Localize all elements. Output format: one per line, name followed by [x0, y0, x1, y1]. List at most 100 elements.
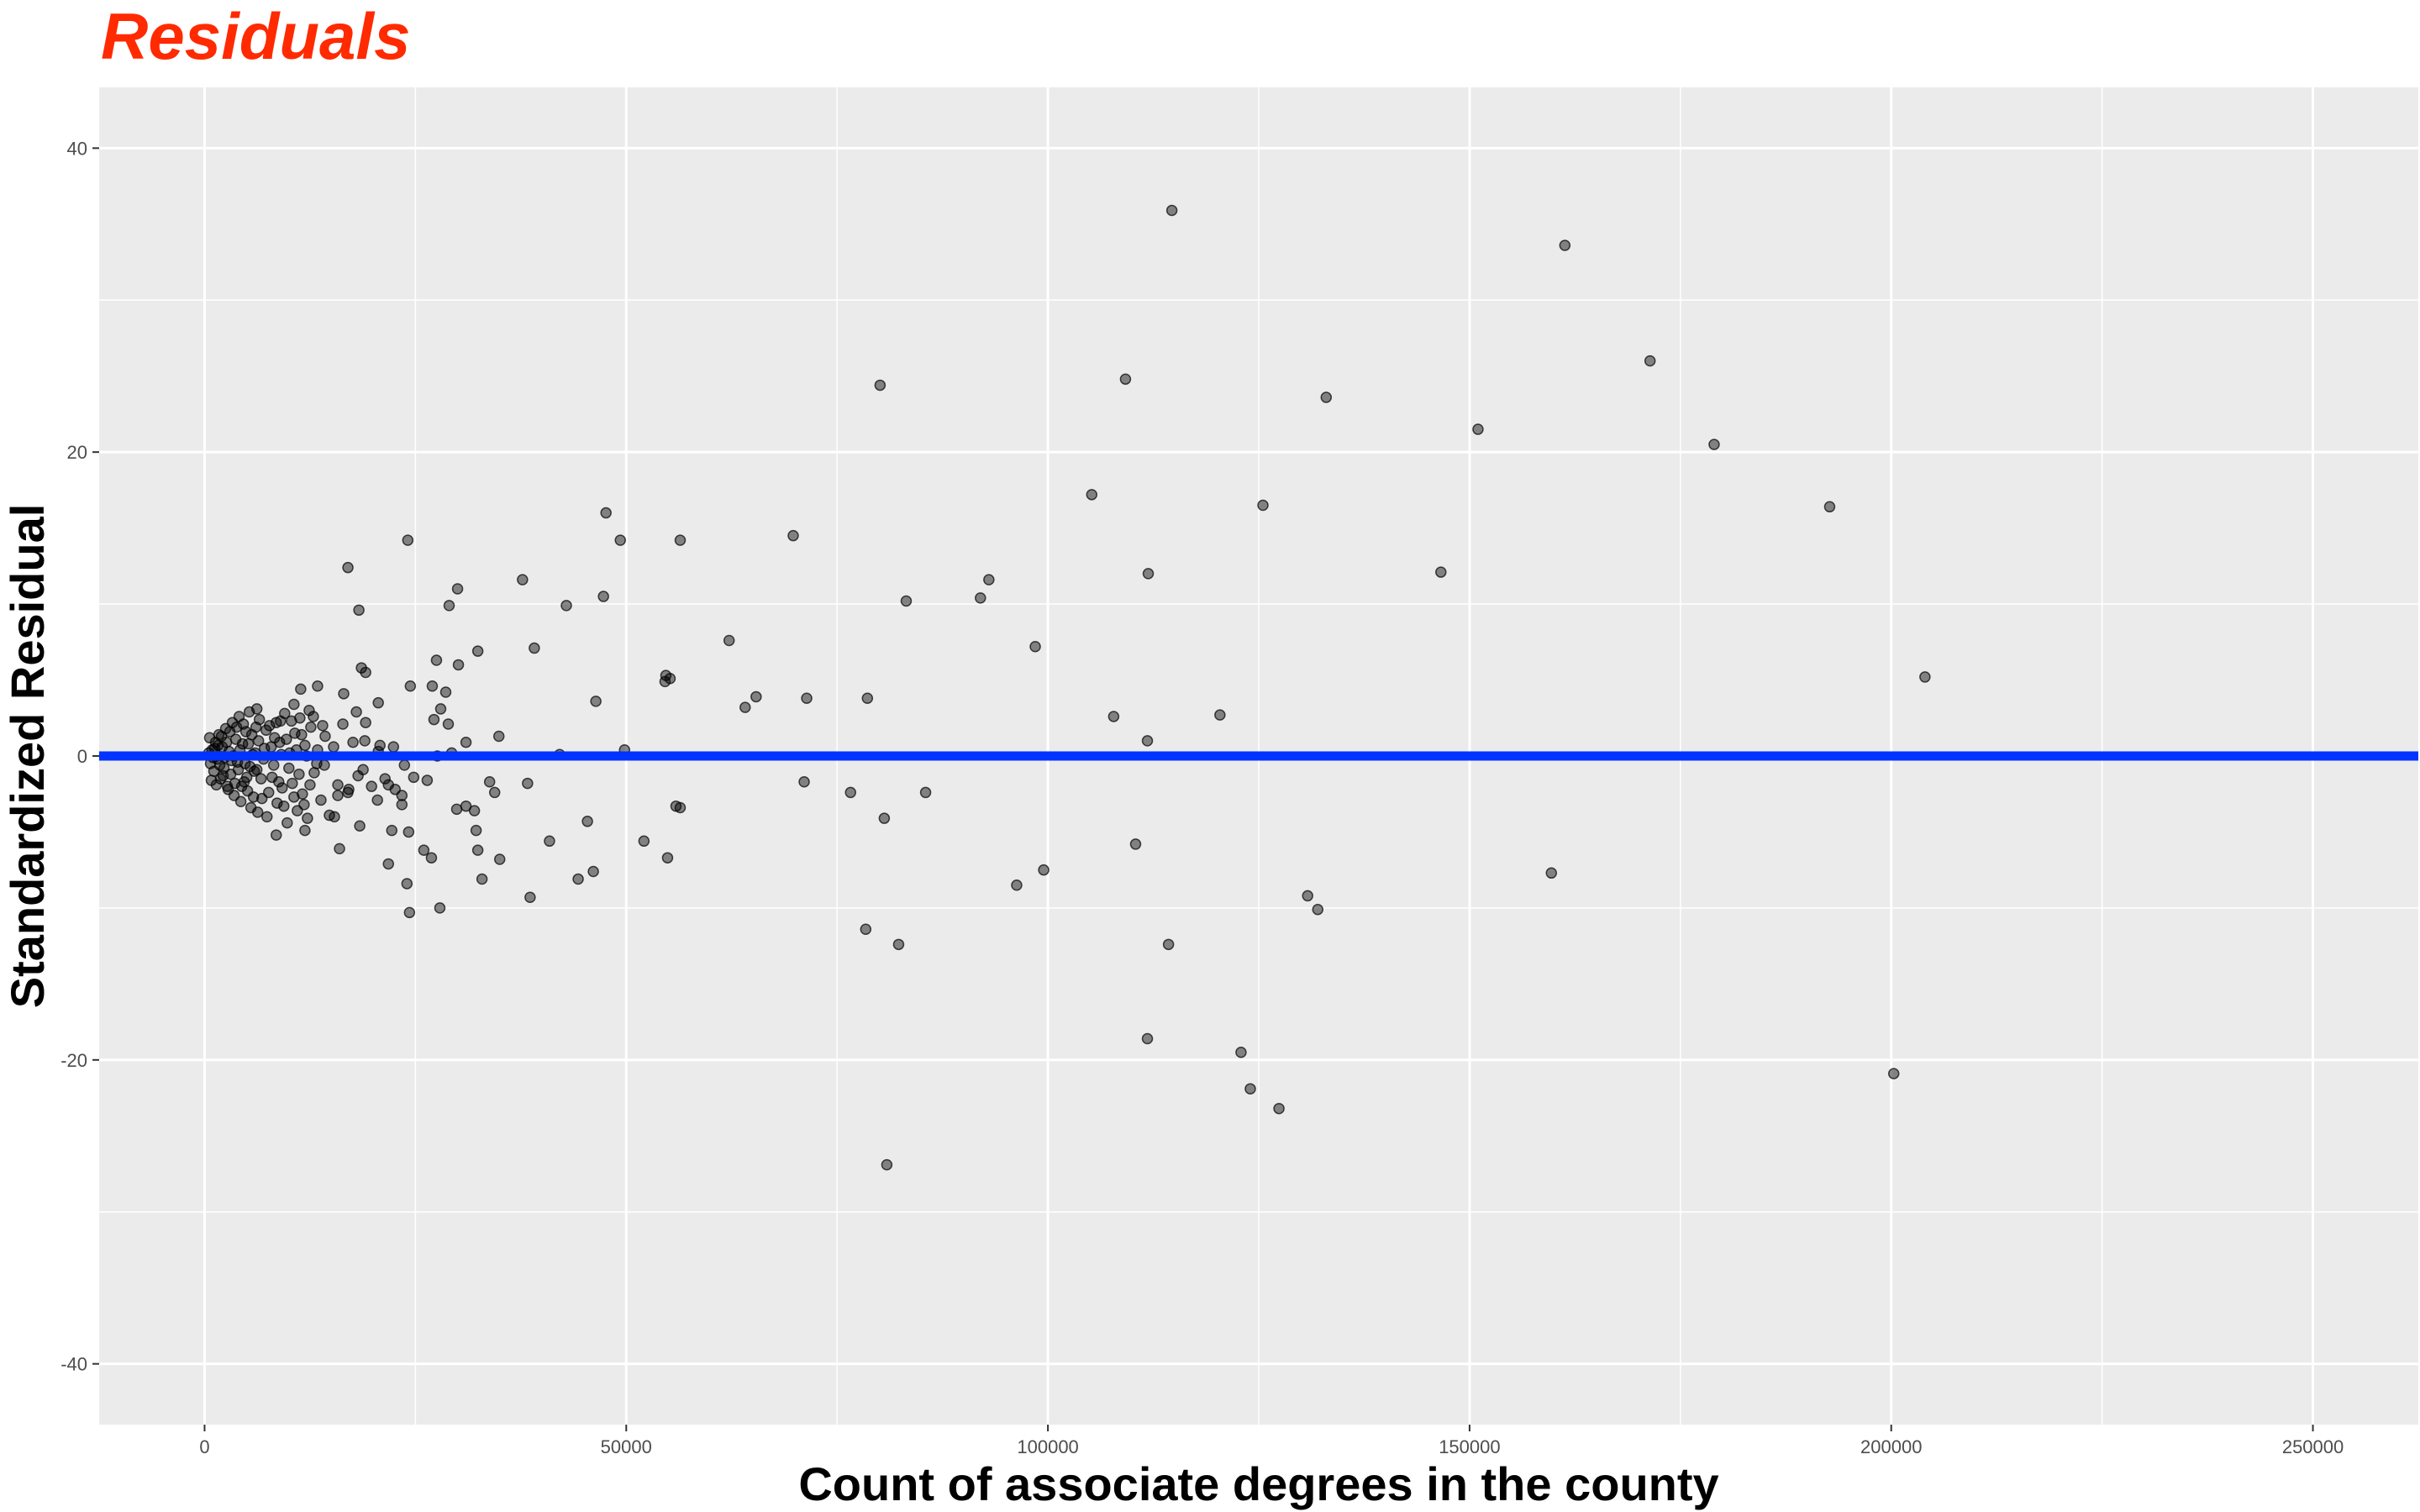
data-point — [1919, 671, 1931, 683]
data-point — [260, 811, 273, 823]
data-point — [371, 794, 383, 806]
y-tick-label: 0 — [77, 746, 87, 767]
data-point — [892, 938, 905, 951]
y-tick-label: -40 — [60, 1354, 87, 1375]
data-point — [236, 738, 249, 750]
data-point — [1559, 239, 1571, 251]
data-point — [302, 812, 313, 824]
data-point — [398, 759, 411, 771]
data-point — [723, 634, 735, 647]
data-point — [488, 786, 501, 799]
data-point — [1141, 1032, 1154, 1045]
data-point — [305, 721, 317, 733]
data-point — [288, 698, 300, 711]
data-point — [1302, 890, 1313, 902]
data-point — [366, 780, 377, 792]
y-tick-label: 20 — [67, 442, 87, 463]
data-point — [402, 534, 414, 546]
data-point — [203, 732, 216, 744]
data-point — [860, 923, 872, 935]
data-point — [1011, 879, 1023, 891]
data-point — [396, 790, 408, 801]
data-point — [401, 878, 413, 890]
data-point — [260, 724, 272, 736]
data-point — [372, 696, 384, 709]
data-point — [298, 799, 310, 811]
data-point — [255, 773, 267, 785]
data-point — [517, 574, 529, 585]
data-point — [661, 852, 674, 864]
data-point — [1312, 903, 1324, 916]
data-point — [274, 736, 286, 748]
data-point — [1644, 354, 1656, 367]
data-point — [900, 595, 913, 607]
data-point — [386, 824, 398, 837]
data-point — [234, 795, 247, 808]
data-point — [279, 707, 291, 720]
x-tick-label: 100000 — [1017, 1436, 1078, 1457]
data-point — [919, 786, 932, 799]
data-point — [347, 736, 359, 748]
data-point — [403, 906, 416, 919]
data-point — [442, 718, 455, 730]
data-point — [434, 902, 446, 914]
data-point — [253, 713, 266, 726]
data-point — [328, 741, 339, 753]
data-point — [396, 799, 408, 811]
data-point — [529, 642, 540, 654]
data-point — [408, 771, 420, 784]
data-point — [1165, 204, 1178, 217]
data-point — [262, 786, 275, 799]
data-point — [230, 721, 243, 733]
data-point — [342, 786, 354, 799]
data-point — [265, 741, 277, 753]
data-point — [283, 762, 295, 774]
data-point — [476, 873, 488, 885]
data-point — [271, 717, 282, 728]
data-point — [332, 790, 344, 801]
data-point — [1472, 423, 1484, 435]
data-point — [317, 720, 329, 732]
data-point — [286, 715, 297, 727]
data-point — [1273, 1102, 1285, 1115]
data-point — [544, 835, 555, 848]
data-point — [308, 711, 319, 722]
data-point — [418, 844, 430, 856]
data-point — [235, 780, 248, 792]
data-point — [1038, 864, 1050, 876]
data-point — [1435, 566, 1447, 578]
data-point — [983, 574, 995, 585]
data-point — [1029, 640, 1041, 653]
data-point — [524, 891, 536, 903]
data-point — [379, 773, 391, 785]
data-point — [1119, 373, 1132, 386]
data-point — [240, 771, 253, 784]
chart-title: Residuals — [101, 0, 410, 73]
data-point — [296, 728, 308, 741]
data-point — [787, 529, 799, 542]
data-point — [590, 696, 602, 707]
data-point — [451, 583, 464, 595]
data-point — [421, 774, 434, 786]
data-point — [324, 809, 335, 822]
data-point — [244, 760, 256, 773]
data-point — [801, 692, 813, 705]
data-point — [354, 820, 366, 832]
data-point — [337, 718, 349, 730]
data-point — [332, 779, 344, 791]
data-point — [281, 733, 292, 745]
data-point — [674, 534, 687, 546]
data-point — [425, 852, 438, 864]
data-point — [268, 759, 280, 771]
data-point — [560, 600, 572, 612]
data-point — [217, 769, 229, 782]
data-point — [587, 865, 599, 878]
data-point — [342, 561, 354, 574]
x-axis-ticks: 0 50000 100000 150000 200000 250000 — [199, 1425, 2344, 1457]
data-point — [493, 853, 506, 865]
data-point — [387, 741, 400, 753]
data-point — [273, 776, 285, 788]
data-point — [975, 592, 986, 604]
data-point — [1887, 1068, 1900, 1079]
